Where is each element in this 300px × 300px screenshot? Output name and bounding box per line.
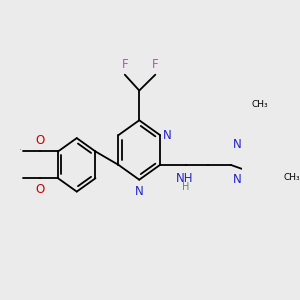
Text: N: N: [135, 185, 144, 198]
Text: O: O: [36, 134, 45, 146]
Text: NH: NH: [176, 172, 193, 185]
Text: N: N: [233, 138, 242, 151]
Text: F: F: [152, 58, 159, 71]
Text: N: N: [233, 173, 242, 186]
Text: H: H: [182, 182, 189, 192]
Text: CH₃: CH₃: [20, 149, 22, 151]
Text: CH₃: CH₃: [252, 100, 268, 109]
Text: O: O: [36, 183, 45, 196]
Text: CH₃: CH₃: [284, 173, 300, 182]
Text: F: F: [122, 58, 128, 71]
Text: N: N: [163, 129, 172, 142]
